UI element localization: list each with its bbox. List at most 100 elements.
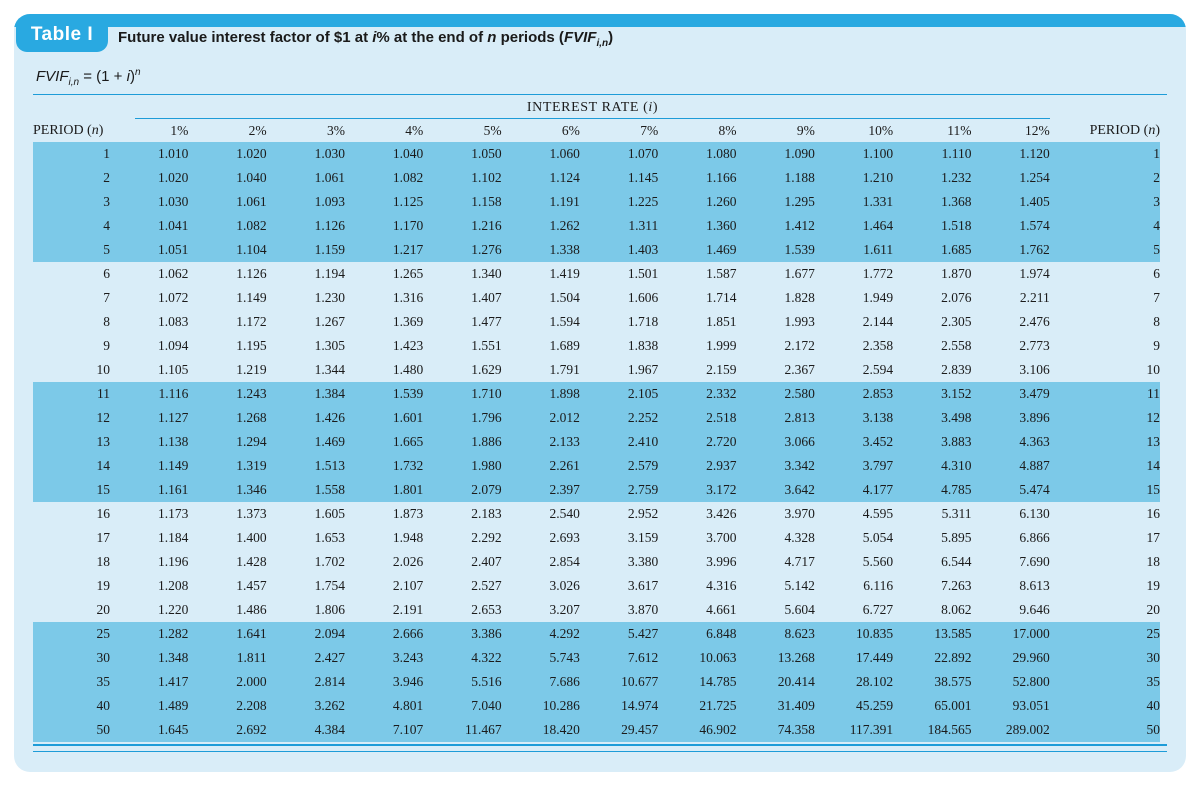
table-row: 5 1.051 1.104 1.159 1.217 1.276 1.338 1.403 1.46… (33, 238, 1160, 262)
value-cell: 1.513 (314, 458, 345, 473)
table-row: 18 1.196 1.428 1.702 2.026 2.407 2.854 3.380 3.9… (33, 550, 1160, 574)
value-cell: 1.159 (314, 242, 345, 257)
value-cell: 1.601 (392, 410, 424, 425)
value-cell: 6.544 (941, 554, 972, 569)
value-cell: 1.082 (236, 218, 267, 233)
value-cell: 1.030 (157, 194, 189, 209)
value-cell: 74.358 (777, 722, 815, 737)
value-cell: 9.646 (1019, 602, 1050, 617)
value-cell: 3.970 (784, 506, 815, 521)
table-row: 15 1.161 1.346 1.558 1.801 2.079 2.397 2.759 3.1… (33, 478, 1160, 502)
period-cell-right: 1 (1153, 146, 1160, 161)
value-cell: 1.718 (627, 314, 659, 329)
period-cell-right: 10 (1146, 362, 1161, 377)
value-cell: 1.457 (236, 578, 267, 593)
value-cell: 2.839 (941, 362, 972, 377)
period-cell-right: 2 (1153, 170, 1160, 185)
period-header-left: PERIOD (n) (33, 122, 104, 138)
value-cell: 1.020 (236, 146, 267, 161)
value-cell: 1.407 (471, 290, 502, 305)
value-cell: 3.106 (1019, 362, 1050, 377)
period-cell-left: 9 (103, 338, 111, 353)
value-cell: 28.102 (856, 674, 894, 689)
value-cell: 5.516 (471, 674, 502, 689)
value-cell: 1.539 (784, 242, 815, 257)
value-cell: 2.332 (706, 386, 737, 401)
period-cell-right: 50 (1146, 722, 1161, 737)
value-cell: 1.060 (549, 146, 580, 161)
value-cell: 1.104 (236, 242, 267, 257)
period-cell-right: 5 (1153, 242, 1160, 257)
period-cell-right: 20 (1146, 602, 1161, 617)
value-cell: 1.641 (236, 626, 267, 641)
value-cell: 13.585 (934, 626, 972, 641)
value-cell: 1.124 (549, 170, 580, 185)
value-cell: 1.539 (392, 386, 424, 401)
table-row: 10 1.105 1.219 1.344 1.480 1.629 1.791 1.967 2.1… (33, 358, 1160, 382)
value-cell: 1.348 (157, 650, 189, 665)
value-cell: 2.208 (236, 698, 267, 713)
value-cell: 8.623 (784, 626, 815, 641)
rate-header: 7% (640, 122, 659, 138)
value-cell: 1.217 (392, 242, 424, 257)
period-cell-right: 40 (1146, 698, 1161, 713)
value-cell: 1.403 (627, 242, 659, 257)
value-cell: 1.384 (314, 386, 345, 401)
table-row: 12 1.127 1.268 1.426 1.601 1.796 2.012 2.252 2.5… (33, 406, 1160, 430)
value-cell: 1.677 (784, 266, 815, 281)
value-cell: 1.405 (1019, 194, 1050, 209)
value-cell: 3.946 (392, 674, 424, 689)
table-row: 7 1.072 1.149 1.230 1.316 1.407 1.504 1.606 1.71… (33, 286, 1160, 310)
value-cell: 1.116 (158, 386, 189, 401)
value-cell: 1.754 (314, 578, 345, 593)
value-cell: 1.504 (549, 290, 580, 305)
value-cell: 5.895 (941, 530, 972, 545)
value-cell: 2.012 (549, 410, 580, 425)
value-cell: 2.814 (314, 674, 345, 689)
table-row: 19 1.208 1.457 1.754 2.107 2.527 3.026 3.617 4.3… (33, 574, 1160, 598)
table-row: 30 1.348 1.811 2.427 3.243 4.322 5.743 7.612 10.… (33, 646, 1160, 670)
value-cell: 1.400 (236, 530, 267, 545)
value-cell: 1.138 (157, 434, 189, 449)
value-cell: 1.653 (314, 530, 345, 545)
value-cell: 1.070 (627, 146, 659, 161)
value-cell: 2.653 (471, 602, 502, 617)
value-cell: 2.410 (627, 434, 659, 449)
table-row: 16 1.173 1.373 1.605 1.873 2.183 2.540 2.952 3.4… (33, 502, 1160, 526)
value-cell: 1.170 (392, 218, 424, 233)
period-cell-right: 25 (1146, 626, 1161, 641)
value-cell: 1.417 (157, 674, 189, 689)
value-cell: 10.677 (621, 674, 659, 689)
value-cell: 2.094 (314, 626, 345, 641)
period-cell-right: 7 (1153, 290, 1160, 305)
period-cell-left: 19 (96, 578, 111, 593)
value-cell: 2.211 (1019, 290, 1050, 305)
value-cell: 14.974 (621, 698, 659, 713)
value-cell: 1.594 (549, 314, 580, 329)
value-cell: 117.391 (849, 722, 894, 737)
value-cell: 1.172 (236, 314, 267, 329)
table-row: 14 1.149 1.319 1.513 1.732 1.980 2.261 2.579 2.9… (33, 454, 1160, 478)
value-cell: 3.452 (862, 434, 894, 449)
period-cell-left: 18 (96, 554, 111, 569)
value-cell: 1.360 (706, 218, 737, 233)
rate-header: 2% (248, 122, 267, 138)
value-cell: 10.835 (856, 626, 894, 641)
value-cell: 1.340 (471, 266, 502, 281)
top-rule (33, 94, 1167, 95)
table-row: 25 1.282 1.641 2.094 2.666 3.386 4.292 5.427 6.8… (33, 622, 1160, 646)
table-row: 9 1.094 1.195 1.305 1.423 1.551 1.689 1.838 1.99… (33, 334, 1160, 358)
value-cell: 3.498 (941, 410, 972, 425)
value-cell: 5.474 (1019, 482, 1050, 497)
value-cell: 2.937 (706, 458, 737, 473)
value-cell: 1.344 (314, 362, 345, 377)
period-cell-left: 25 (96, 626, 111, 641)
value-cell: 1.195 (236, 338, 267, 353)
value-cell: 5.427 (627, 626, 659, 641)
value-cell: 3.159 (627, 530, 659, 545)
period-cell-right: 12 (1146, 410, 1161, 425)
value-cell: 4.177 (862, 482, 894, 497)
value-cell: 5.604 (784, 602, 815, 617)
value-cell: 4.717 (784, 554, 815, 569)
value-cell: 1.173 (157, 506, 189, 521)
